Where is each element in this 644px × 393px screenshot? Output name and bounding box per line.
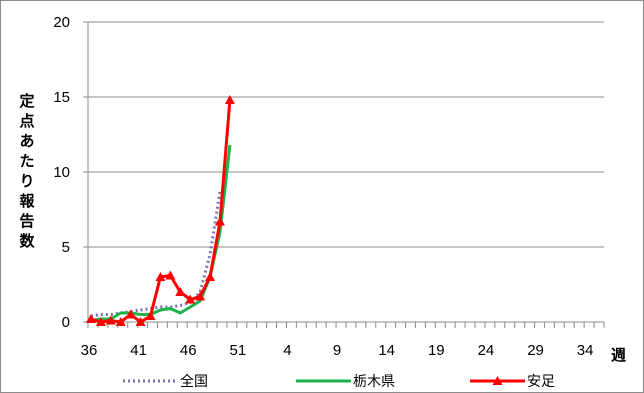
series-marker: [145, 311, 156, 320]
series-marker: [105, 315, 116, 325]
series-marker: [185, 294, 196, 304]
series-marker: [195, 291, 206, 301]
legend-marker: [492, 376, 503, 385]
grid-lines: [88, 21, 604, 248]
y-tick-label: 5: [62, 239, 70, 256]
series-marker: [155, 272, 166, 281]
y-axis-label-char: 報: [19, 192, 35, 210]
legend: 全国 栃木県 安足: [123, 373, 555, 390]
series-marker: [214, 216, 225, 226]
legend-label: 全国: [180, 373, 208, 390]
y-axis-label-char: 数: [19, 232, 35, 250]
y-tick-label: 0: [62, 314, 70, 331]
series-marker: [135, 317, 146, 326]
series-marker: [165, 270, 176, 280]
x-tick-label: 9: [333, 342, 341, 359]
x-tick-label: 41: [130, 342, 147, 359]
series-marker: [175, 287, 186, 296]
x-tick-label: 36: [81, 342, 98, 359]
y-tick-label: 15: [53, 89, 70, 106]
y-tick-label: 20: [53, 14, 70, 31]
x-tick-label: 29: [527, 342, 544, 359]
x-tick-label: 19: [428, 342, 445, 359]
y-axis-label-char: り: [19, 172, 34, 190]
x-tick-label: 14: [378, 342, 395, 359]
y-tick-label: 10: [53, 164, 70, 181]
series-marker: [125, 309, 136, 319]
x-tick-label: 24: [478, 342, 495, 359]
y-axis-label-char: あ: [19, 132, 34, 150]
x-axis-label: 週: [611, 346, 626, 364]
x-tick-label: 51: [230, 342, 247, 359]
series-marker: [85, 314, 96, 323]
y-axis-label-char: 告: [19, 212, 34, 230]
x-axis-ticks: [87, 322, 605, 328]
legend-label: 栃木県: [353, 374, 395, 390]
y-axis-tick-labels: 0 5 10 15 20: [53, 14, 88, 331]
series-marker: [224, 95, 235, 104]
y-axis-label-char: 点: [19, 112, 34, 130]
legend-label: 安足: [527, 374, 555, 390]
x-tick-label: 46: [180, 342, 197, 359]
series-marker: [115, 317, 126, 326]
series-lines: [85, 95, 235, 326]
series-line-1: [90, 144, 232, 322]
y-axis-label-char: た: [19, 152, 34, 170]
y-axis-label-char: 定: [19, 92, 34, 110]
x-tick-label: 34: [577, 342, 594, 359]
x-axis-tick-labels: 36 41 46 51 4 9 14 19 24 29 34: [81, 342, 594, 359]
series-line-2: [90, 99, 232, 324]
series-marker: [95, 317, 106, 326]
series-line-0: [90, 191, 222, 318]
x-tick-label: 4: [283, 342, 291, 359]
series-marker: [205, 272, 216, 281]
